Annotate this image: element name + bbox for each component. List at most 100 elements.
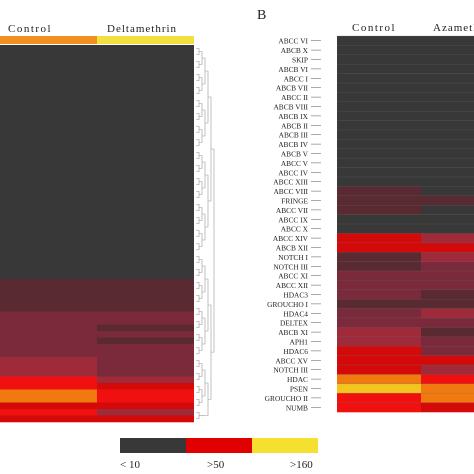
dendrogram-branch — [202, 109, 206, 137]
panel-b-row-label: APH1 — [290, 338, 309, 347]
dendrogram-branch — [196, 385, 200, 394]
heatmap-cell — [0, 136, 97, 143]
heatmap-cell — [421, 242, 474, 253]
heatmap-cell — [97, 383, 194, 390]
heatmap-cell — [97, 90, 194, 98]
heatmap-cell — [421, 289, 474, 300]
heatmap-cell — [337, 355, 421, 366]
heatmap-cell — [0, 311, 97, 319]
heatmap-cell — [337, 318, 421, 328]
heatmap-cell — [97, 409, 194, 416]
heatmap-cell — [337, 92, 421, 103]
heatmap-cell — [421, 36, 474, 46]
heatmap-cell — [337, 205, 421, 215]
heatmap-cell — [0, 168, 97, 176]
heatmap-cell — [97, 337, 194, 345]
heatmap-cell — [97, 266, 194, 273]
panel-b-row-label: PSEN — [290, 385, 309, 394]
panel-a-control-bar — [0, 36, 97, 44]
dendrogram-branch — [196, 190, 200, 199]
heatmap-cell — [421, 336, 474, 347]
heatmap-cell — [0, 45, 97, 52]
heatmap-cell — [0, 155, 97, 163]
heatmap-cell — [421, 139, 474, 150]
heatmap-cell — [97, 279, 194, 286]
heatmap-cell — [421, 327, 474, 338]
heatmap-cell — [337, 233, 421, 244]
panel-b-row-label: FRINGE — [281, 197, 308, 206]
dendrogram-branch — [202, 213, 206, 241]
heatmap-cell — [0, 116, 97, 124]
heatmap-cell — [337, 289, 421, 300]
heatmap-cell — [337, 54, 421, 65]
dendrogram-branch — [196, 333, 200, 342]
dendrogram-branch — [196, 281, 200, 290]
dendrogram-branch — [196, 307, 200, 316]
heatmap-cell — [337, 101, 421, 112]
heatmap-cell — [421, 261, 474, 272]
panel-b-row-label: ABCC II — [281, 93, 308, 102]
heatmap-cell — [0, 344, 97, 351]
heatmap-cell — [0, 402, 97, 410]
dendrogram-branch — [196, 398, 200, 407]
heatmap-cell — [421, 308, 474, 319]
heatmap-cell — [97, 402, 194, 410]
panel-b-row-label: ABCC V — [281, 159, 309, 168]
legend-low-swatch — [120, 438, 186, 453]
dendrogram-branch — [199, 233, 203, 247]
heatmap-cell — [0, 188, 97, 195]
heatmap-cell — [97, 64, 194, 72]
heatmap-cell — [97, 396, 194, 403]
heatmap-cell — [97, 110, 194, 117]
panel-b-row-label: ABCB VII — [276, 84, 309, 93]
dendrogram-branch — [199, 51, 203, 65]
heatmap-cell — [97, 227, 194, 234]
panel-a-treatment-bar — [97, 36, 194, 44]
heatmap-cell — [0, 64, 97, 72]
dendrogram-branch — [196, 242, 200, 251]
heatmap-cell — [0, 110, 97, 117]
panel-b-row-label: GROUCHO I — [267, 300, 308, 309]
heatmap-cell — [97, 142, 194, 150]
heatmap-cell — [421, 148, 474, 159]
dendrogram-branch — [199, 181, 203, 195]
panel-b-row-label: ABCC IX — [278, 215, 308, 224]
heatmap-cell — [97, 324, 194, 332]
heatmap-cell — [97, 58, 194, 65]
heatmap-cell — [0, 409, 97, 416]
dendrogram-branch — [196, 203, 200, 212]
heatmap-cell — [421, 224, 474, 234]
heatmap-cell — [421, 158, 474, 168]
heatmap-cell — [97, 370, 194, 377]
dendrogram-branch — [205, 174, 209, 228]
heatmap-cell — [97, 318, 194, 325]
dendrogram-branch — [196, 359, 200, 368]
panel-b-row-label: DELTEX — [280, 319, 309, 328]
heatmap-cell — [337, 36, 421, 46]
panel-b-row-label: ABCB II — [281, 121, 308, 130]
heatmap-cell — [0, 396, 97, 403]
dendrogram-branch — [199, 207, 203, 221]
heatmap-cell — [97, 233, 194, 241]
heatmap-cell — [337, 120, 421, 131]
panel-b-row-label: ABCB IX — [278, 112, 308, 121]
heatmap-cell — [0, 162, 97, 169]
heatmap-cell — [421, 130, 474, 140]
heatmap-cell — [337, 45, 421, 56]
panel-b-row-label: HDAC — [287, 375, 308, 384]
heatmap-cell — [0, 246, 97, 254]
panel-b-control-header: Control — [352, 22, 396, 34]
heatmap-cell — [97, 149, 194, 156]
panel-b-row-label: ABCB XI — [278, 328, 308, 337]
dendrogram-branch — [202, 161, 206, 189]
dendrogram-branch — [208, 304, 212, 400]
panel-a-dendrogram — [196, 47, 215, 420]
heatmap-cell — [0, 337, 97, 345]
heatmap-cell — [97, 220, 194, 228]
heatmap-cell — [0, 77, 97, 85]
dendrogram-branch — [196, 320, 200, 329]
dendrogram-branch — [196, 411, 200, 420]
dendrogram-branch — [199, 103, 203, 117]
heatmap-cell — [97, 181, 194, 189]
heatmap-cell — [0, 123, 97, 130]
